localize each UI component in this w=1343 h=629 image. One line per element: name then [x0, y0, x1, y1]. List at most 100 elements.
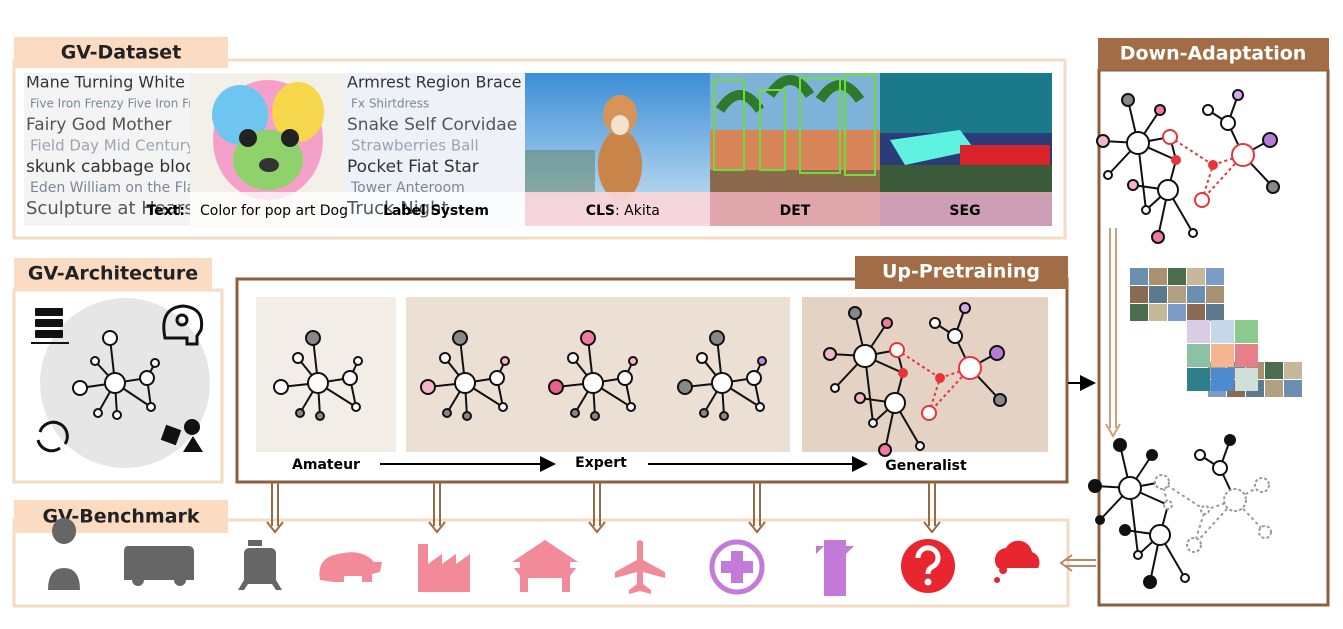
graph-node [548, 379, 564, 395]
mosaic-tile [1187, 304, 1205, 321]
word-cloud-word: skunk cabbage bloom [26, 157, 212, 177]
caption-text: Color for pop art Dog [200, 203, 348, 219]
mosaic-tile [1187, 268, 1205, 285]
network-graph [1096, 89, 1280, 244]
graph-edge [1169, 136, 1214, 166]
word-cloud-word: Sculpture at Hearst [26, 198, 201, 219]
pretraining-title: Up-Pretraining [882, 261, 1040, 283]
akita-dog [525, 95, 642, 200]
adapt-arrow [1105, 423, 1121, 438]
graph-node [315, 411, 325, 421]
graph-node [719, 411, 729, 421]
caption-label: DET [780, 203, 811, 219]
dataset-tab [14, 37, 228, 68]
graph-node [677, 379, 693, 395]
graph-node [958, 356, 982, 380]
graph-node [626, 402, 636, 412]
graph-node [1200, 505, 1210, 515]
down-arrow [588, 521, 606, 534]
graph-node [104, 372, 126, 394]
word-cloud-word: Mane Turning White [26, 73, 185, 92]
graph-node [1220, 115, 1236, 131]
graph-node [1186, 537, 1202, 553]
mosaic-tile [1265, 380, 1283, 397]
benchmark-icon [48, 518, 80, 590]
graph-node [696, 352, 708, 364]
graph-edge [896, 349, 941, 379]
mosaic-tile [1206, 304, 1224, 321]
mosaic-tile [1211, 344, 1234, 367]
return-arrow [1059, 554, 1073, 572]
graph-node [854, 392, 866, 404]
caption-label: SEG [949, 203, 980, 219]
graph-node [1231, 143, 1255, 167]
graph-node [1262, 132, 1278, 148]
benchmark-icon [901, 539, 955, 593]
benchmark-tab [14, 500, 228, 533]
word-cloud-word: Tower Anteroom [350, 180, 465, 196]
adaptation-tab [1098, 38, 1329, 70]
benchmark-icon [238, 540, 282, 590]
benchmark-icon [124, 546, 194, 586]
graph-node [935, 373, 945, 383]
graph-node [351, 402, 361, 412]
network-graph [548, 330, 638, 421]
det-scene [710, 73, 880, 176]
mosaic-tile [1168, 286, 1186, 303]
graph-node [1143, 575, 1157, 589]
graph-node [273, 379, 289, 395]
mosaic-tile [1206, 286, 1224, 303]
graph-node [848, 306, 862, 320]
graph-node [1258, 525, 1272, 539]
graph-node [1133, 550, 1143, 560]
graph-node [1266, 180, 1280, 194]
word-cloud-word: Pocket Fiat Star [347, 157, 479, 177]
graph-node [989, 345, 1005, 361]
return-arrow [1066, 559, 1096, 567]
benchmark-icon [816, 540, 854, 596]
network-graph [823, 302, 1007, 457]
graph-node [947, 328, 963, 344]
graph-node [959, 302, 971, 314]
network-graph [273, 330, 363, 421]
graph-node [993, 393, 1007, 407]
word-cloud-word: Fx Shirtdress [351, 97, 429, 111]
caption-text: : Akita [615, 203, 660, 219]
graph-node [342, 370, 358, 386]
graph-node [1171, 155, 1181, 165]
pretraining-tab [855, 256, 1068, 289]
benchmark-icon [924, 578, 932, 586]
graph-node [307, 372, 329, 394]
down-arrow [266, 521, 284, 534]
graph-node [1146, 449, 1158, 461]
mosaic-tile [1130, 268, 1148, 285]
graph-node [353, 356, 363, 366]
graph-node [1088, 479, 1102, 493]
graph-node [853, 344, 877, 368]
graph-node [921, 405, 937, 421]
word-cloud-word: Eden William on the Flagpole [30, 180, 234, 196]
graph-node [1126, 131, 1150, 155]
graph-node [755, 402, 765, 412]
architecture-tab [14, 258, 212, 290]
graph-node [699, 408, 709, 418]
caption-bar [710, 192, 1052, 226]
graph-node [1202, 104, 1214, 116]
graph-node [500, 356, 510, 366]
graph-node [1119, 524, 1131, 536]
graph-node [1121, 93, 1135, 107]
graph-node [746, 370, 762, 386]
mosaic-tile [1149, 304, 1167, 321]
seg-scene [880, 73, 1052, 195]
architecture-icons [31, 304, 204, 453]
mosaic-tile [1187, 286, 1205, 303]
graph-node [139, 370, 155, 386]
benchmark-icon [721, 551, 753, 583]
graph-node [570, 408, 580, 418]
graph-node [1157, 179, 1179, 201]
graph-node [1113, 438, 1127, 452]
graph-node [295, 408, 305, 418]
caption-bar [525, 192, 710, 226]
graph-node [1188, 228, 1198, 238]
graph-edge [1193, 499, 1236, 546]
